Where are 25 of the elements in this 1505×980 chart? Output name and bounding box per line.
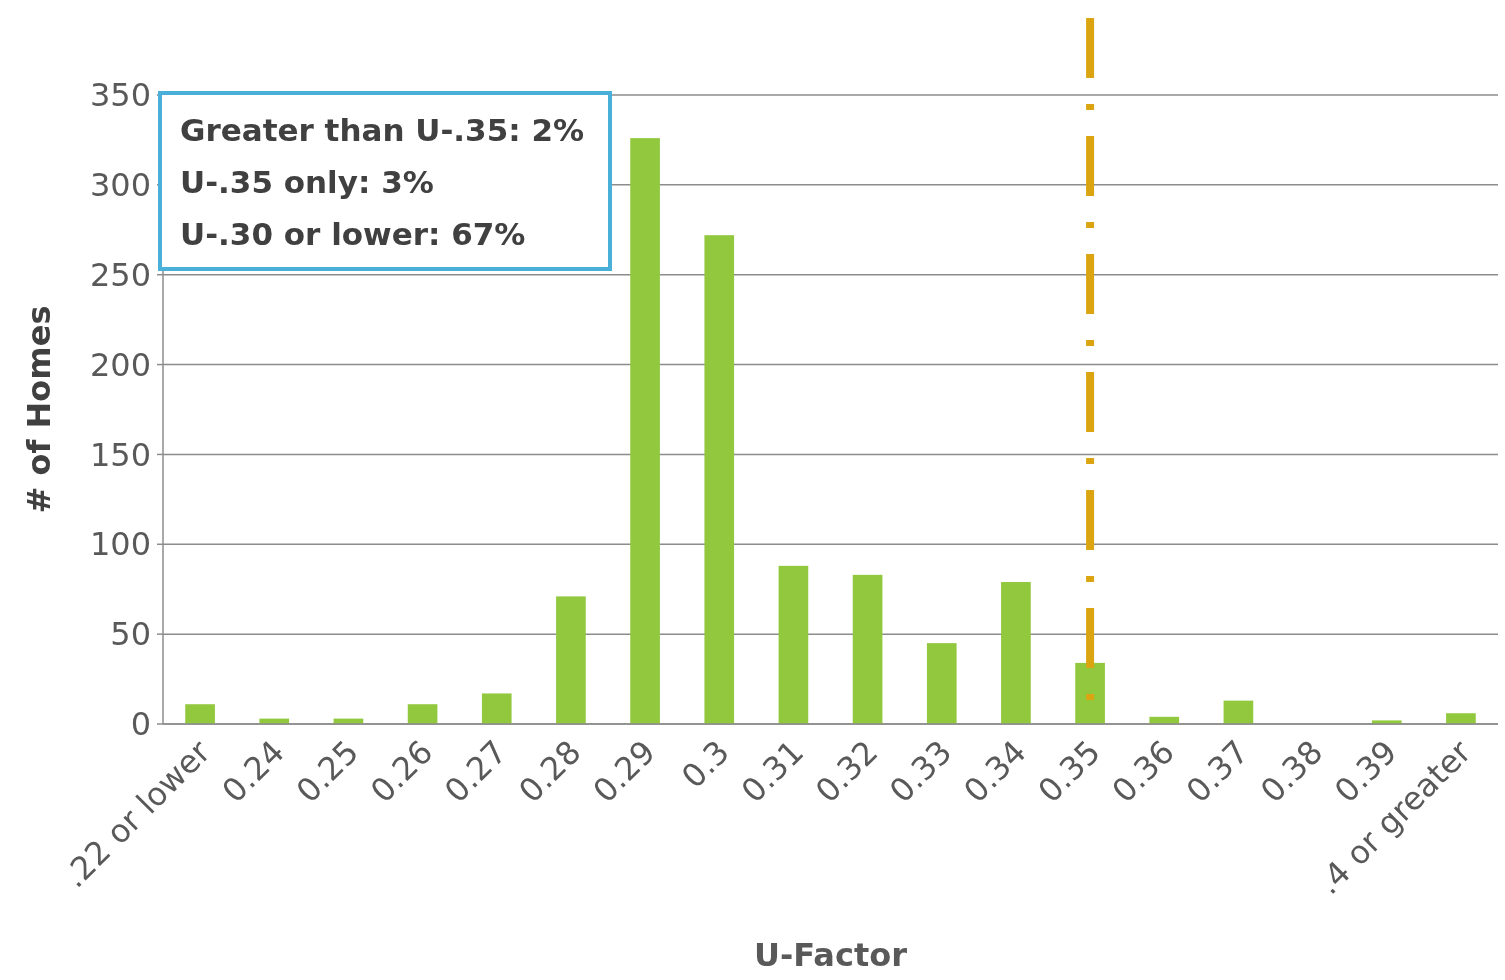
- bar: [481, 693, 512, 724]
- bar: [1446, 713, 1476, 724]
- y-axis-title: # of Homes: [20, 305, 58, 514]
- bar: [1223, 700, 1254, 724]
- y-tick-label: 150: [89, 435, 151, 474]
- bar: [778, 565, 809, 724]
- y-tick-label: 100: [89, 525, 151, 564]
- bar: [556, 596, 586, 724]
- y-tick-label: 350: [89, 76, 151, 115]
- y-tick-label: 200: [89, 345, 151, 384]
- bar: [630, 138, 660, 724]
- x-tick-label: 0.3: [674, 732, 737, 796]
- annotation: Greater than U-.35: 2% U-.35 only: 3% U-.30 or lower: 67%: [180, 112, 585, 252]
- bar: [1075, 662, 1105, 724]
- bar: [185, 704, 215, 724]
- y-tick-label: 300: [89, 166, 151, 205]
- y-tick-label: 50: [110, 615, 151, 654]
- bar: [852, 574, 883, 724]
- bar: [1001, 582, 1031, 724]
- y-tick-label: 0: [130, 705, 151, 744]
- bar: [704, 235, 735, 724]
- y-tick-label: 250: [89, 255, 151, 294]
- bar: [926, 643, 957, 724]
- bar: [407, 704, 438, 724]
- x-axis-title: U-Factor: [754, 936, 908, 974]
